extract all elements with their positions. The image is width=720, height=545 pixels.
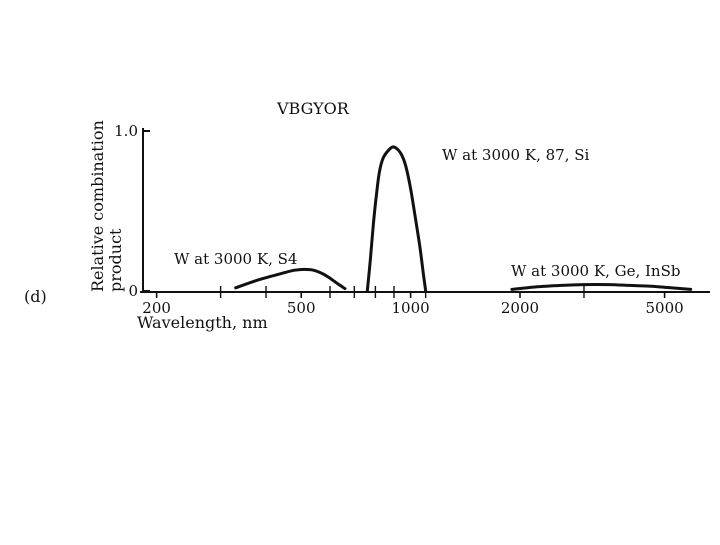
y-ticks: 01.0 [114, 122, 150, 300]
y-tick-label: 0 [128, 282, 138, 300]
y-tick-label: 1.0 [114, 122, 138, 140]
y-axis-label: Relative combination product [88, 120, 125, 292]
x-ticks: 200 500 1000 2000 5000 [142, 286, 684, 317]
x-tick-label: 5000 [646, 299, 684, 317]
x-tick-label: 500 [287, 299, 316, 317]
panel-label: (d) [24, 287, 47, 306]
series-line-ge-insb [510, 283, 693, 291]
series-label-si: W at 3000 K, 87, Si [442, 146, 590, 164]
spectrum-label: VBGYOR [276, 99, 350, 118]
series-line-si [365, 145, 428, 293]
series-label-s4: W at 3000 K, S4 [174, 250, 297, 268]
series-group [234, 145, 693, 293]
series-labels: W at 3000 K, S4 W at 3000 K, 87, Si W at 3… [174, 146, 680, 280]
y-axis-label-line: Relative combination [88, 120, 107, 292]
x-tick-label: 200 [142, 299, 171, 317]
x-tick-label: 2000 [501, 299, 539, 317]
series-label-ge-insb: W at 3000 K, Ge, InSb [511, 262, 680, 280]
x-tick-label: 1000 [392, 299, 430, 317]
y-axis-label-line: product [106, 228, 125, 292]
series-line-s4 [234, 267, 347, 291]
x-axis-label: Wavelength, nm [137, 313, 268, 332]
